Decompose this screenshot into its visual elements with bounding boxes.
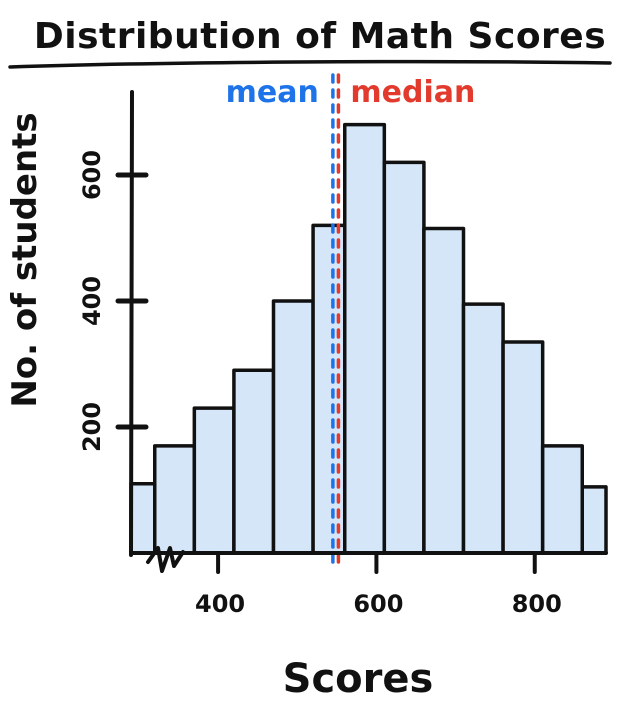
histogram-bar xyxy=(540,444,585,555)
median-label: median xyxy=(350,75,475,110)
histogram-bar xyxy=(192,406,236,555)
histogram-bar xyxy=(382,160,426,555)
x-tick-label: 600 xyxy=(353,590,403,618)
mean-label: mean xyxy=(226,75,319,110)
y-axis-line xyxy=(129,90,134,557)
chart-title: Distribution of Math Scores xyxy=(34,16,606,57)
histogram-bar xyxy=(580,485,608,555)
histogram-bar xyxy=(129,481,157,555)
axis-break-mark xyxy=(146,546,185,573)
histogram-bar xyxy=(501,340,545,555)
y-ticks-group: 200 400 600 xyxy=(78,150,149,452)
y-tick-label: 200 xyxy=(78,402,106,452)
y-axis-label: No. of students xyxy=(5,112,45,407)
histogram-bar xyxy=(232,368,276,555)
y-tick-label: 600 xyxy=(78,150,106,200)
histogram-bar xyxy=(461,302,505,555)
title-underline xyxy=(8,59,612,69)
x-axis-label: Scores xyxy=(283,656,434,702)
x-tick-label: 800 xyxy=(512,590,562,618)
x-tick-label: 400 xyxy=(195,590,245,618)
y-tick-label: 400 xyxy=(78,276,106,326)
x-ticks-group: 400 600 800 xyxy=(195,551,562,618)
bars-group xyxy=(129,122,608,555)
reference-lines-group: mean median xyxy=(226,73,475,570)
histogram-bar xyxy=(422,226,466,555)
histogram-bar xyxy=(271,299,315,555)
histogram-bar xyxy=(343,122,387,555)
histogram-bar xyxy=(153,444,197,555)
